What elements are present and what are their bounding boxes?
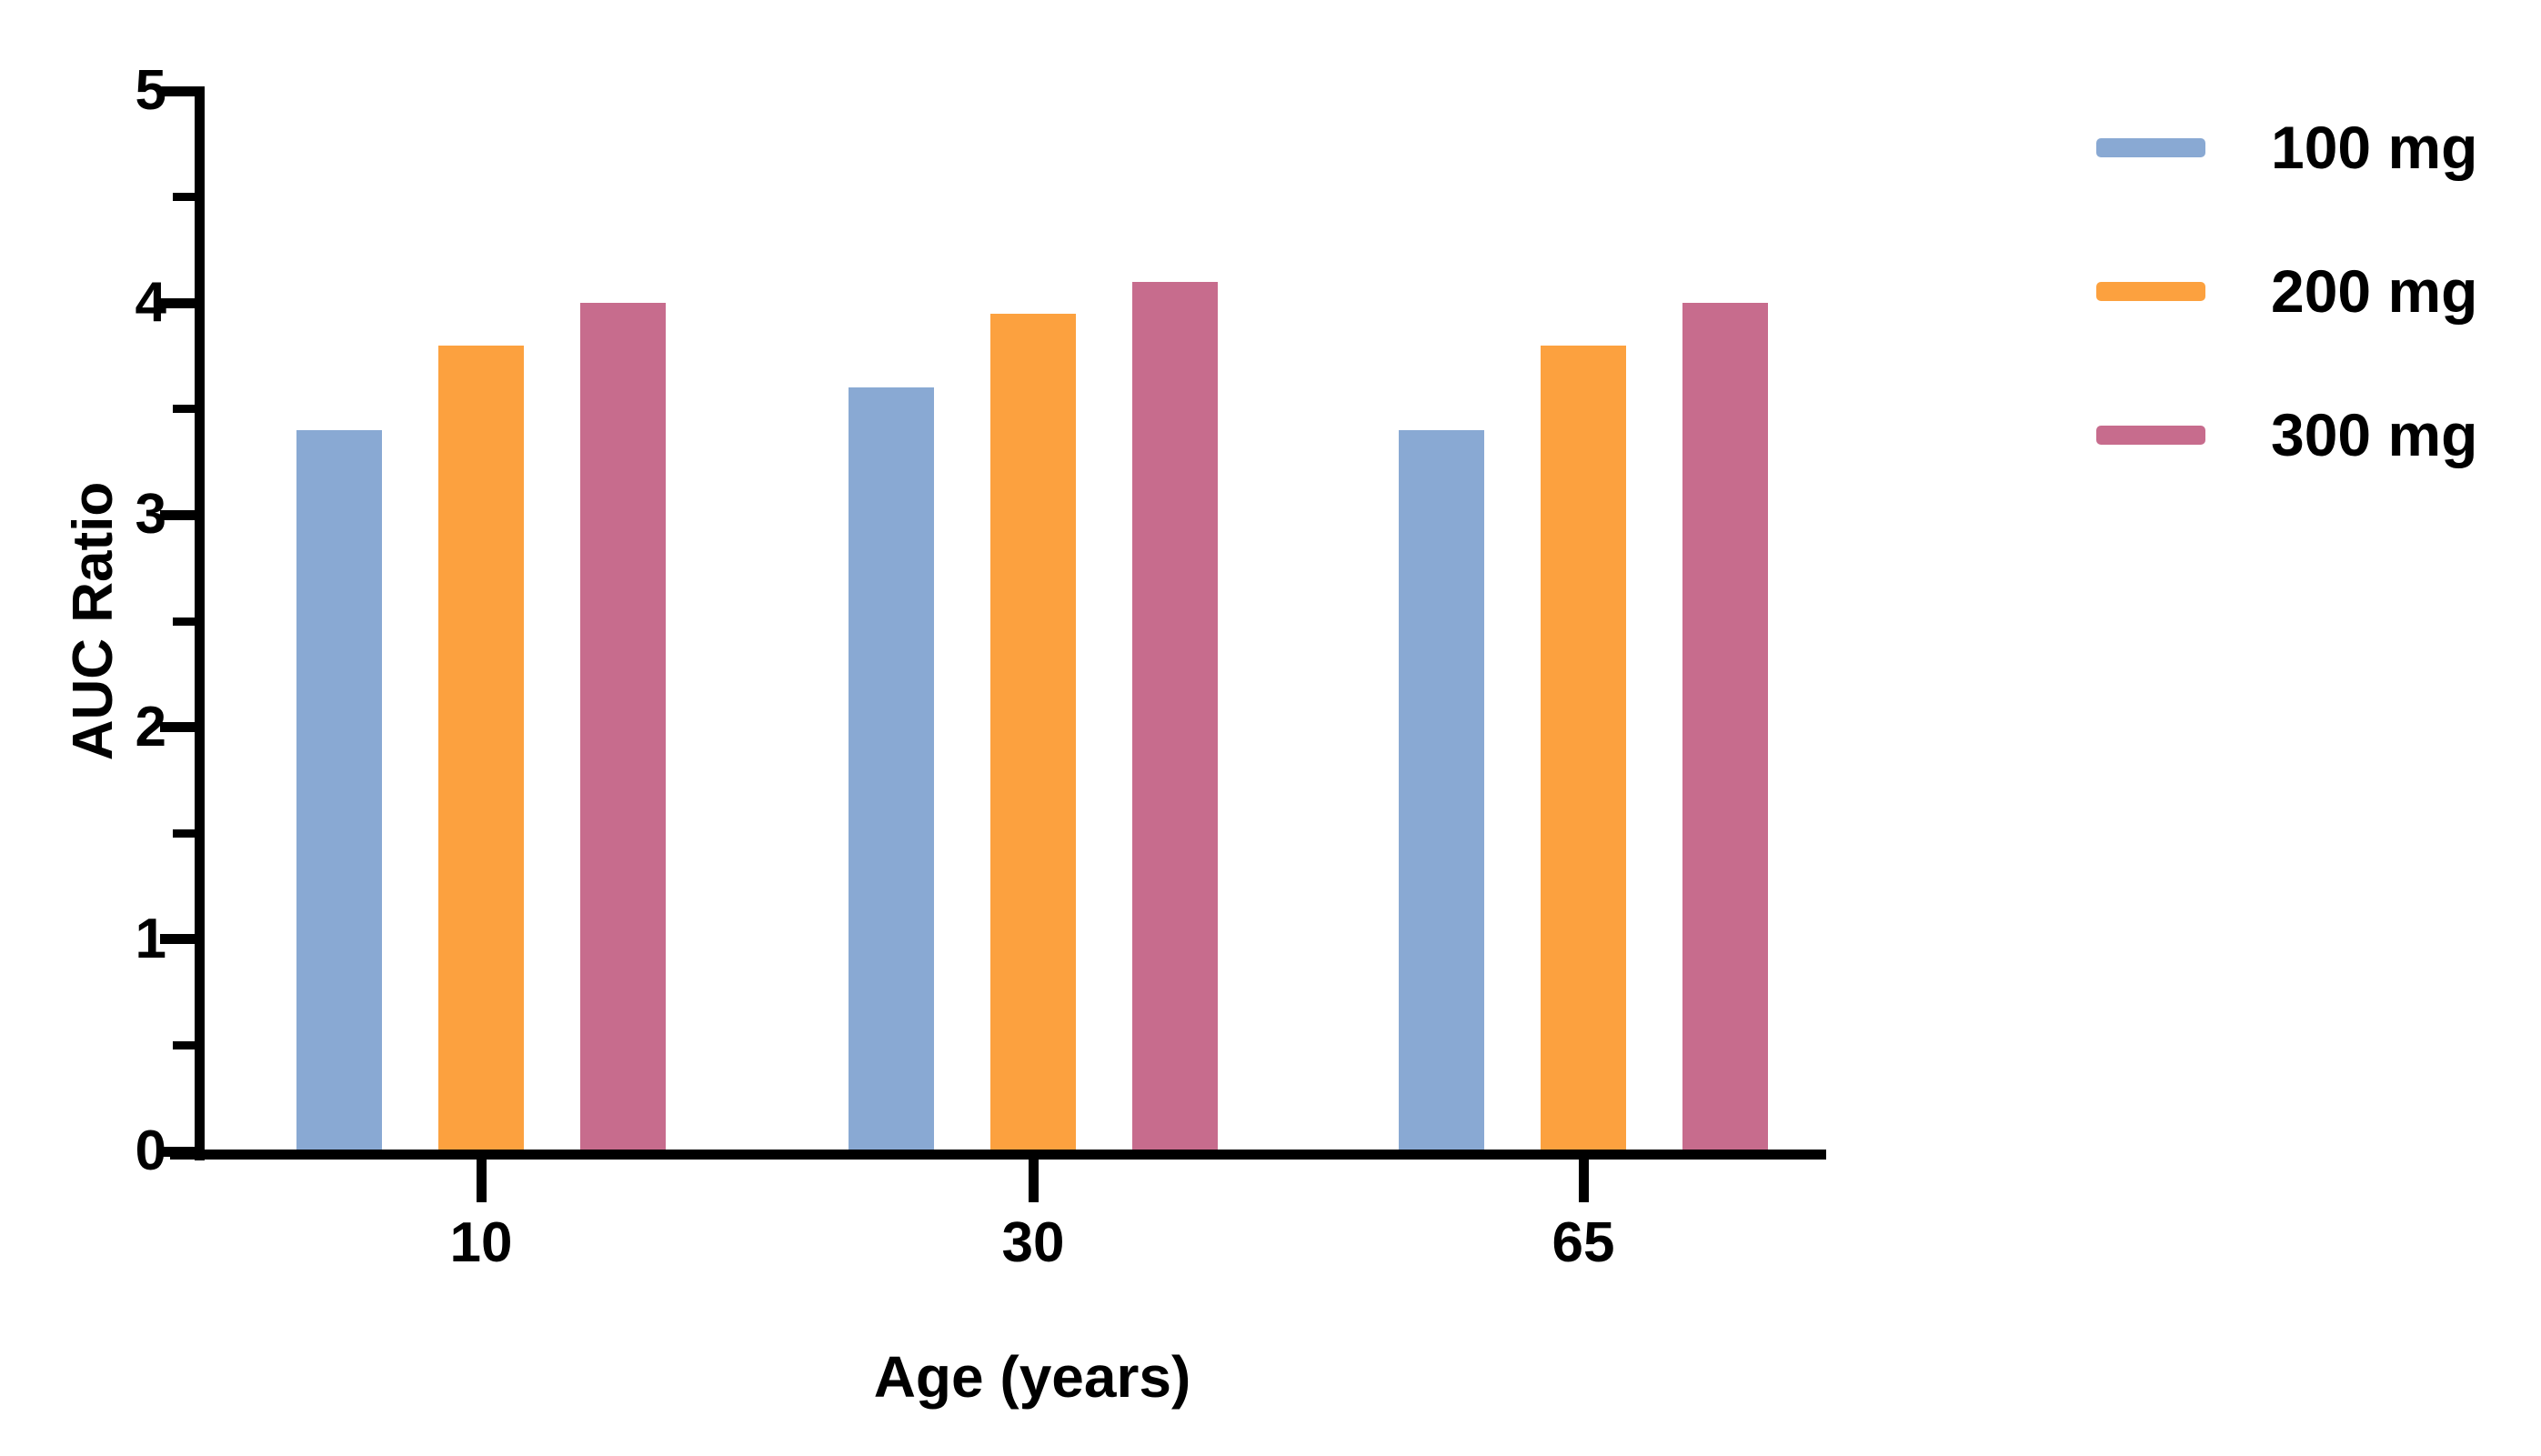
y-tick-label-5: 5 bbox=[135, 59, 166, 122]
x-axis-line bbox=[170, 1150, 1826, 1160]
y-tick-label-4: 4 bbox=[135, 271, 166, 335]
y-tick-label-2: 2 bbox=[135, 695, 166, 758]
y-axis-title: AUC Ratio bbox=[62, 481, 125, 761]
bar-100mg-age65 bbox=[1399, 430, 1484, 1155]
y-tick-label-0: 0 bbox=[135, 1120, 166, 1182]
legend-swatch-100mg bbox=[2096, 137, 2205, 157]
y-minor-tick bbox=[173, 193, 195, 202]
y-major-tick-1 bbox=[160, 934, 195, 945]
bar-200mg-age30 bbox=[990, 313, 1076, 1155]
bar-100mg-age10 bbox=[296, 430, 382, 1155]
y-major-tick-5 bbox=[160, 85, 195, 96]
y-major-tick-0 bbox=[160, 1146, 195, 1157]
legend-entry-300mg: 300 mg bbox=[2096, 405, 2477, 465]
y-tick-label-1: 1 bbox=[135, 907, 166, 970]
x-tick-30 bbox=[1028, 1150, 1039, 1202]
y-minor-tick bbox=[173, 405, 195, 414]
y-axis-line bbox=[195, 86, 205, 1160]
legend-label-100mg: 100 mg bbox=[2271, 114, 2478, 181]
y-major-tick-4 bbox=[160, 297, 195, 308]
bar-100mg-age30 bbox=[849, 387, 934, 1155]
bar-200mg-age10 bbox=[438, 345, 524, 1155]
legend-entry-100mg: 100 mg bbox=[2096, 117, 2477, 177]
y-minor-tick bbox=[173, 617, 195, 626]
y-minor-tick bbox=[173, 1040, 195, 1049]
x-tick-label-65: 65 bbox=[1552, 1211, 1615, 1274]
y-minor-tick bbox=[173, 828, 195, 838]
bar-200mg-age65 bbox=[1541, 345, 1626, 1155]
bar-300mg-age30 bbox=[1132, 281, 1218, 1155]
legend-label-200mg: 200 mg bbox=[2271, 257, 2478, 325]
x-tick-label-10: 10 bbox=[449, 1211, 513, 1274]
legend-label-300mg: 300 mg bbox=[2271, 401, 2478, 468]
x-tick-65 bbox=[1578, 1150, 1589, 1202]
bar-300mg-age65 bbox=[1682, 303, 1768, 1155]
x-axis-title: Age (years) bbox=[873, 1344, 1191, 1410]
legend-entry-200mg: 200 mg bbox=[2096, 261, 2477, 321]
y-major-tick-3 bbox=[160, 509, 195, 520]
y-major-tick-2 bbox=[160, 722, 195, 733]
x-tick-10 bbox=[476, 1150, 487, 1202]
y-tick-label-3: 3 bbox=[135, 483, 166, 547]
legend-swatch-300mg bbox=[2096, 425, 2205, 445]
bar-300mg-age10 bbox=[580, 303, 666, 1155]
legend-swatch-200mg bbox=[2096, 281, 2205, 301]
x-tick-label-30: 30 bbox=[1001, 1211, 1065, 1274]
